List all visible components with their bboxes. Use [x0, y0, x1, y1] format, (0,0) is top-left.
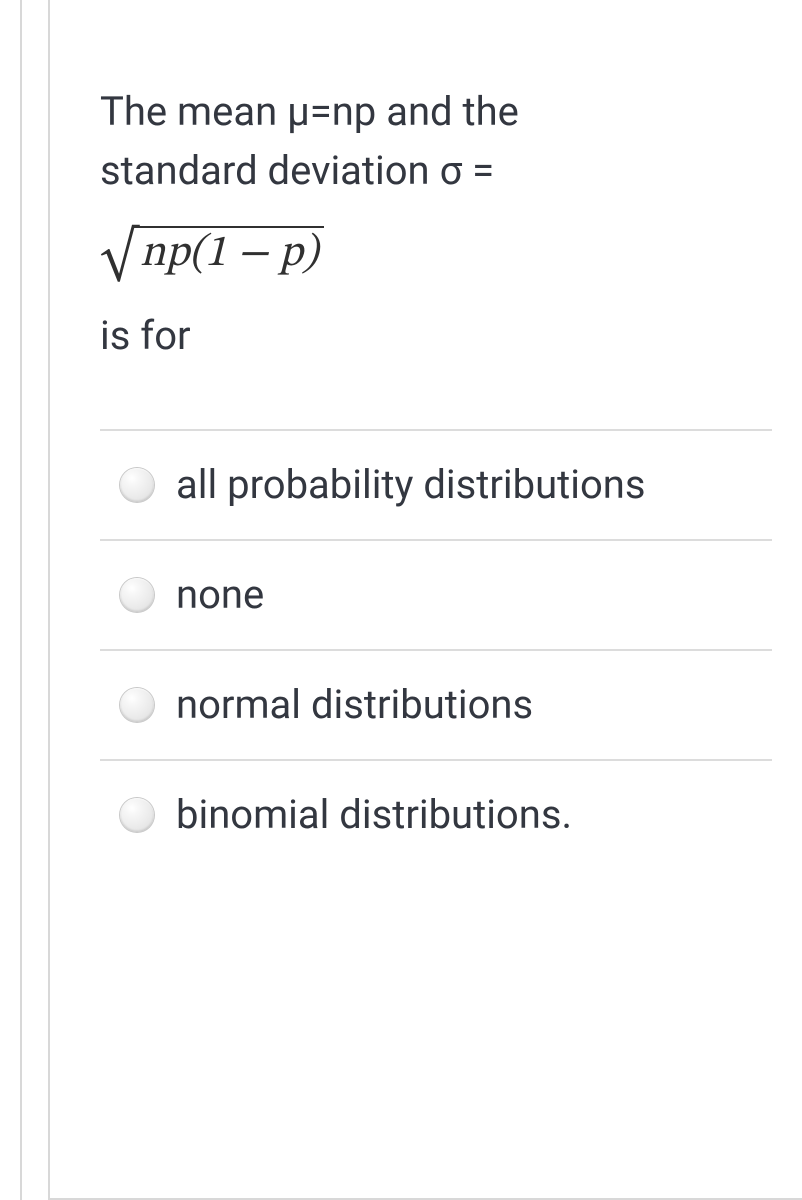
radio-icon: [120, 798, 154, 832]
option-label: binomial distributions.: [176, 789, 572, 841]
radio-icon: [120, 578, 154, 612]
radio-icon: [120, 468, 154, 502]
options-list: all probability distributions none norma…: [100, 429, 772, 869]
radio-icon: [120, 688, 154, 722]
question-text: The mean μ=np and the standard deviation…: [100, 82, 772, 200]
option-label: none: [176, 569, 264, 621]
question-line-1: The mean μ=np and the: [100, 88, 519, 135]
is-for-text: is for: [100, 312, 772, 359]
sqrt-symbol: √: [100, 233, 138, 281]
option-all-probability[interactable]: all probability distributions: [100, 431, 772, 541]
option-label: all probability distributions: [176, 459, 646, 511]
formula: √ np(1 − p): [100, 226, 324, 283]
outer-left-border: [0, 0, 22, 1200]
option-none[interactable]: none: [100, 541, 772, 651]
option-normal[interactable]: normal distributions: [100, 651, 772, 761]
sqrt-content: np(1 − p): [138, 226, 324, 278]
option-label: normal distributions: [176, 679, 533, 731]
option-binomial[interactable]: binomial distributions.: [100, 761, 772, 869]
question-container: The mean μ=np and the standard deviation…: [100, 82, 772, 869]
question-line-2: standard deviation σ =: [100, 147, 494, 194]
